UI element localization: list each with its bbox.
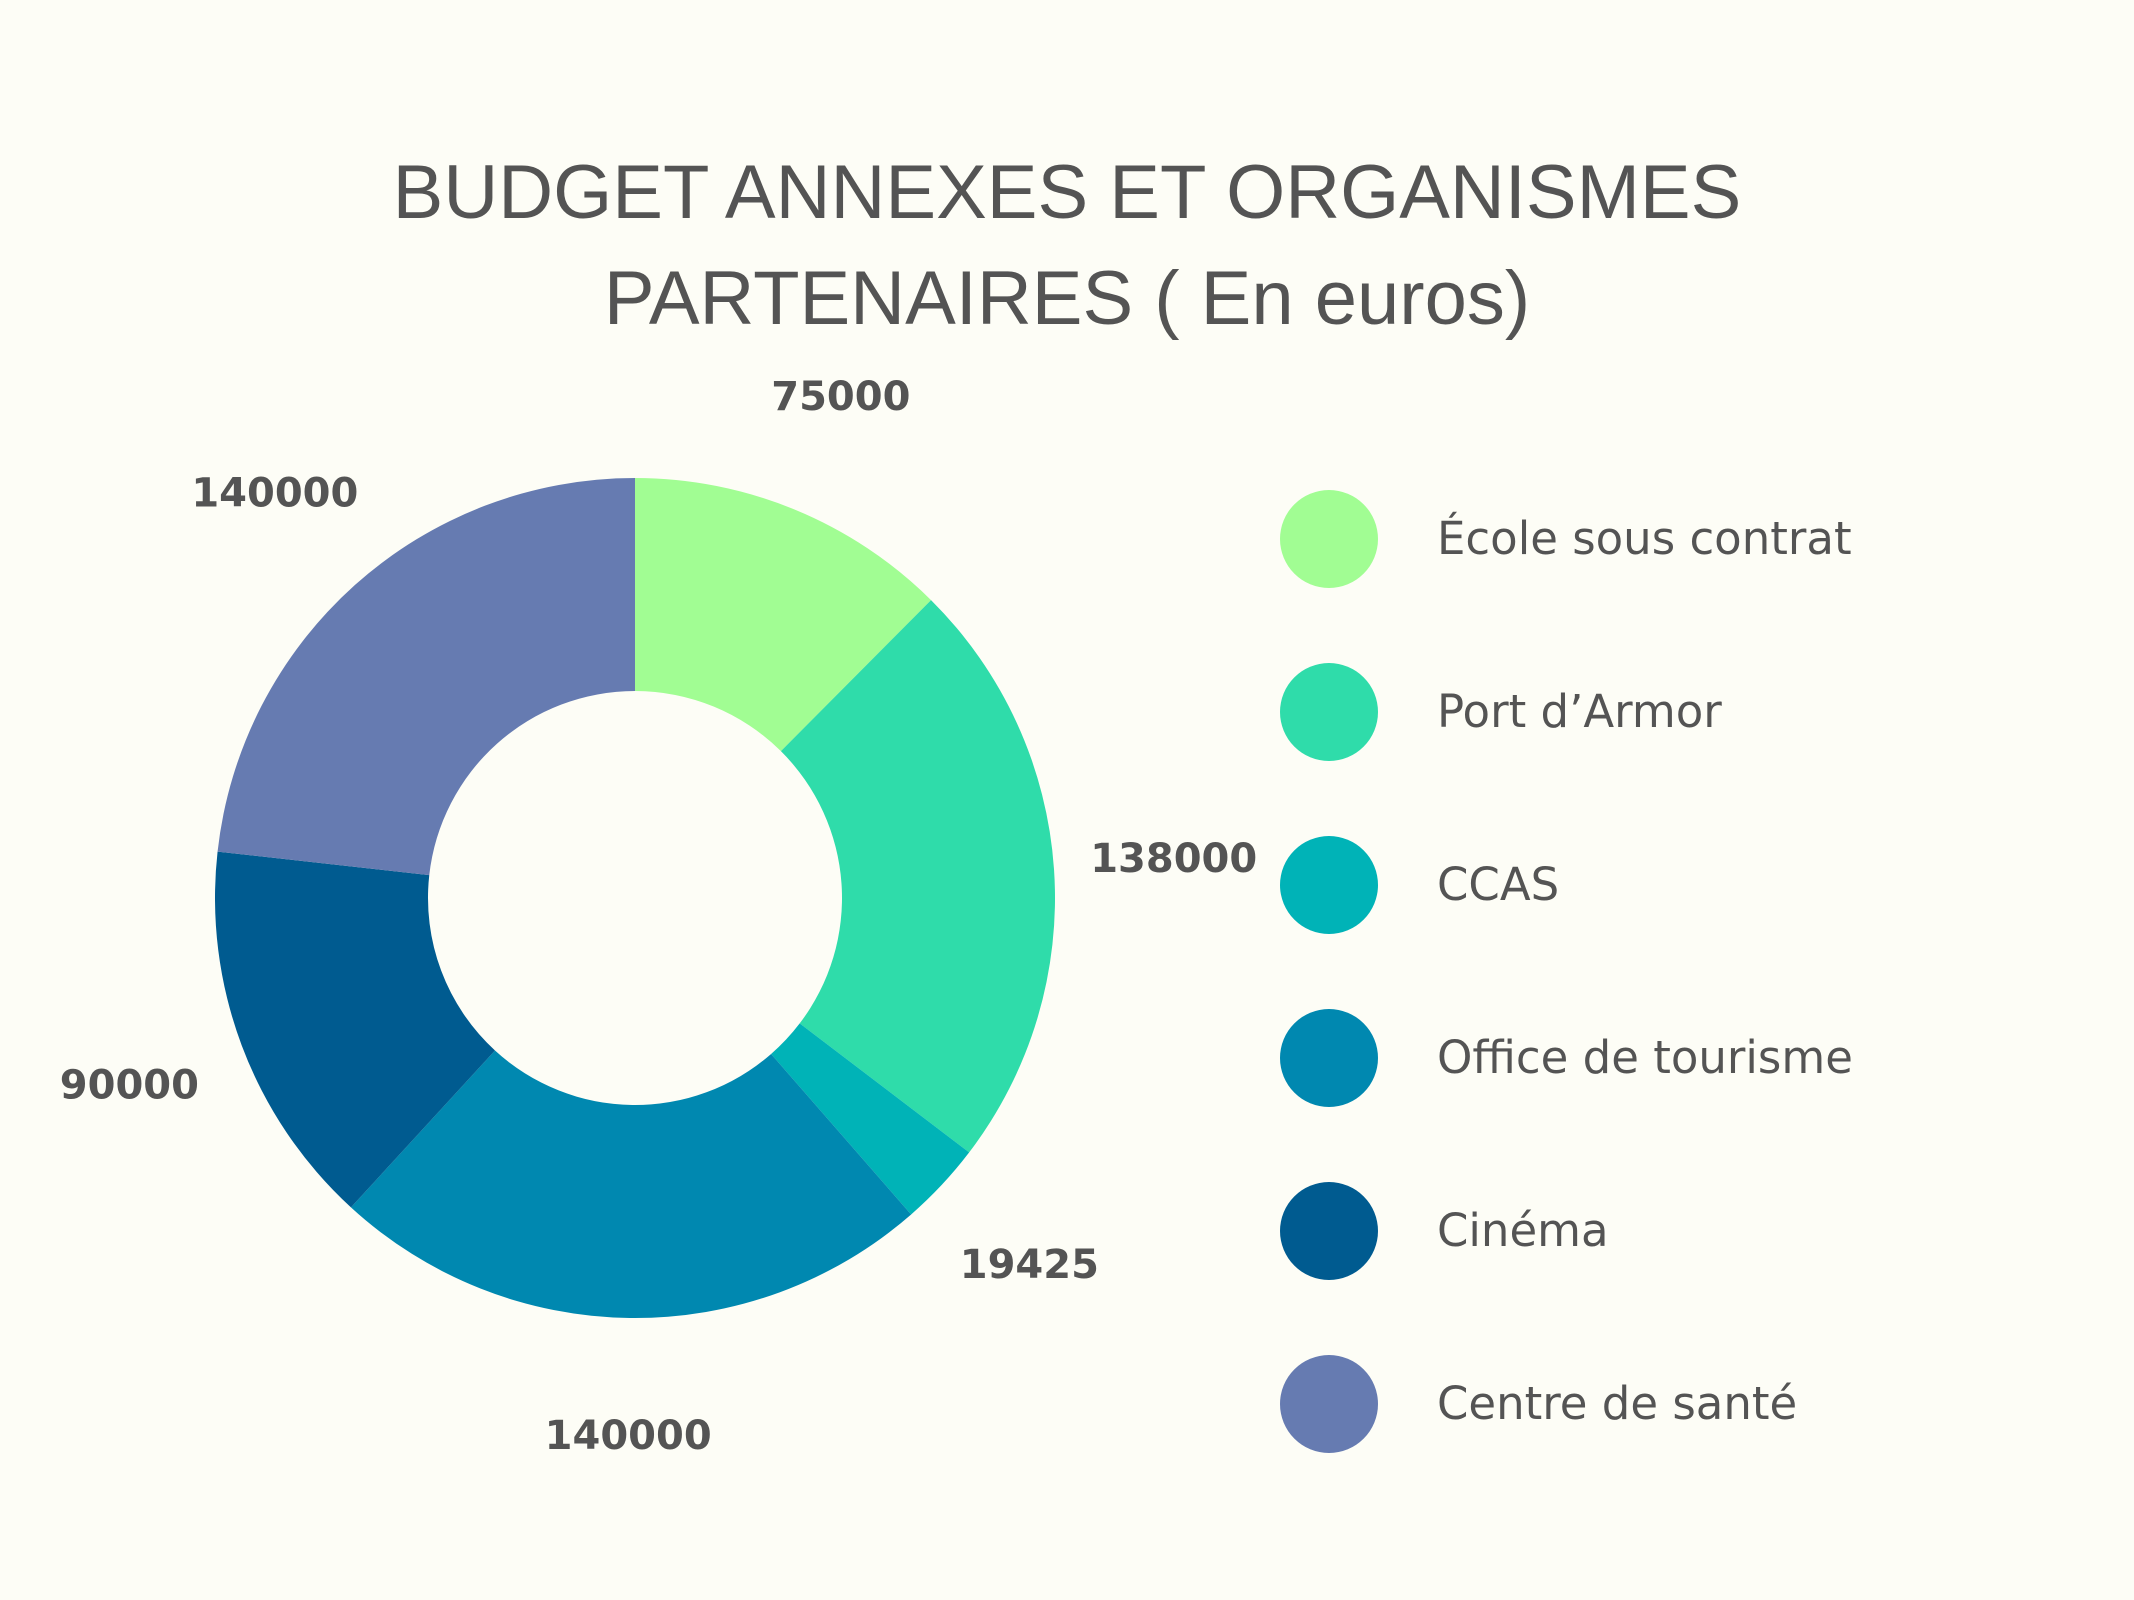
value-label-port-d-armor: 138000 — [1090, 836, 1257, 882]
value-label-ccas: 19425 — [960, 1242, 1099, 1288]
legend-swatch — [1280, 490, 1378, 588]
legend-item-ecole-sous-contrat: École sous contrat — [1280, 490, 1980, 590]
legend-label: Centre de santé — [1437, 1377, 1798, 1430]
donut-slice-office-de-tourisme — [350, 1050, 912, 1318]
donut-slice-centre-de-sante — [217, 478, 635, 876]
legend-swatch — [1280, 1009, 1378, 1107]
legend-swatch — [1280, 663, 1378, 761]
chart-title-line-1: BUDGET ANNEXES ET ORGANISMES — [392, 150, 1742, 235]
legend-label: Port d’Armor — [1437, 685, 1722, 738]
legend-label: Office de tourisme — [1437, 1031, 1853, 1084]
legend-swatch — [1280, 1355, 1378, 1453]
chart-title: BUDGET ANNEXES ET ORGANISMES PARTENAIRES… — [0, 140, 2134, 352]
legend-item-ccas: CCAS — [1280, 836, 1980, 936]
value-label-office-de-tourisme: 140000 — [545, 1413, 712, 1459]
donut-slice-ccas — [771, 1023, 970, 1215]
value-label-ecole-sous-contrat: 75000 — [771, 374, 910, 420]
chart-title-line-2: PARTENAIRES ( En euros) — [603, 256, 1531, 341]
donut-slice-cinema — [214, 851, 496, 1208]
donut-slices — [214, 478, 1055, 1318]
value-label-cinema: 90000 — [60, 1063, 199, 1109]
legend-label: CCAS — [1437, 858, 1560, 911]
value-label-centre-de-sante: 140000 — [191, 471, 358, 517]
legend-label: École sous contrat — [1437, 512, 1852, 565]
legend-item-cinema: Cinéma — [1280, 1182, 1980, 1282]
donut-slice-port-d-armor — [780, 600, 1055, 1153]
legend-item-centre-de-sante: Centre de santé — [1280, 1355, 1980, 1455]
donut-value-labels: 75000 138000 19425 140000 90000 140000 — [60, 374, 1257, 1459]
legend-item-port-darmor: Port d’Armor — [1280, 663, 1980, 763]
legend-item-office-de-tourisme: Office de tourisme — [1280, 1009, 1980, 1109]
donut-slice-ecole-sous-contrat — [635, 478, 932, 752]
legend-label: Cinéma — [1437, 1204, 1609, 1257]
legend-swatch — [1280, 1182, 1378, 1280]
legend-swatch — [1280, 836, 1378, 934]
